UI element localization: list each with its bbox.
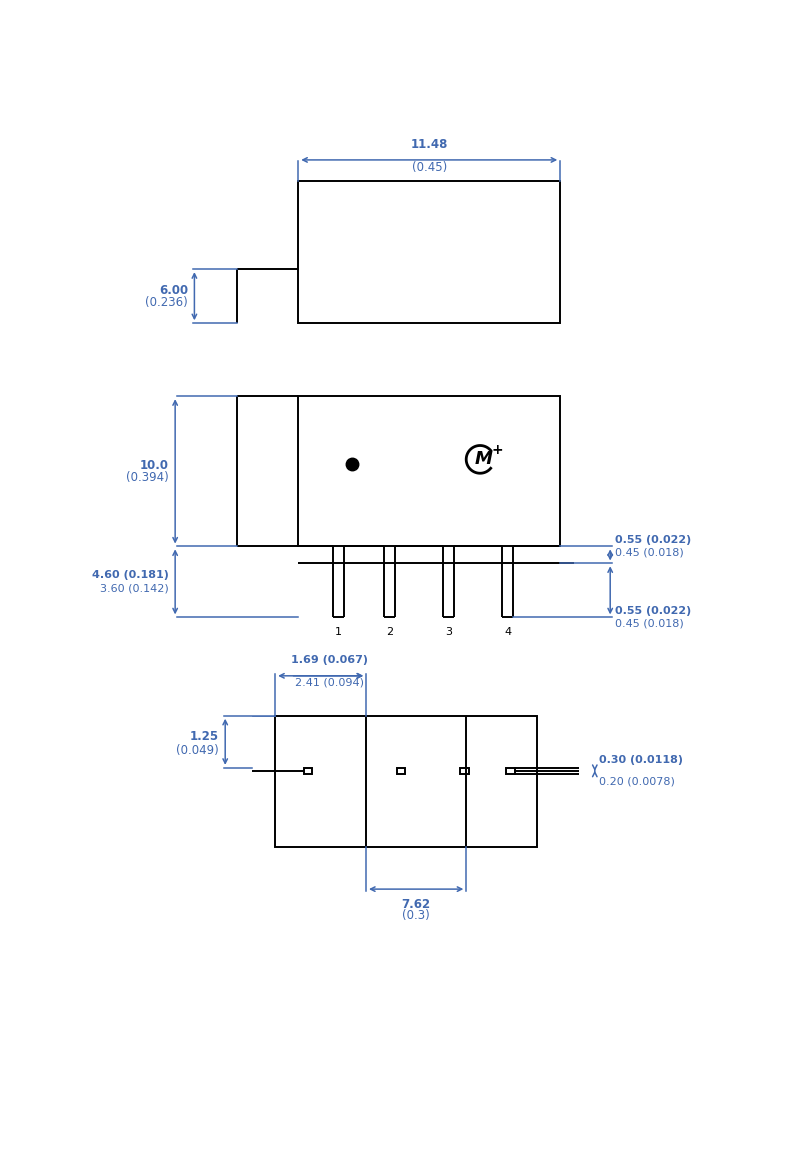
Text: +: + <box>491 443 503 457</box>
Text: 7.62: 7.62 <box>402 898 430 911</box>
Text: 0.55 (0.022): 0.55 (0.022) <box>615 606 691 616</box>
Text: M: M <box>474 451 492 468</box>
Bar <box>298 181 560 323</box>
Text: 4.60 (0.181): 4.60 (0.181) <box>92 570 169 580</box>
Text: 1: 1 <box>335 626 342 636</box>
Text: 1.69 (0.067): 1.69 (0.067) <box>291 655 369 665</box>
Bar <box>275 716 537 846</box>
Text: 11.48: 11.48 <box>410 137 448 151</box>
Text: 0.55 (0.022): 0.55 (0.022) <box>615 535 691 545</box>
Bar <box>298 397 560 547</box>
Text: 10.0: 10.0 <box>140 459 169 472</box>
Bar <box>304 768 312 774</box>
Text: 4: 4 <box>504 626 511 636</box>
Text: 0.30 (0.0118): 0.30 (0.0118) <box>599 755 683 766</box>
Text: 2.41 (0.094): 2.41 (0.094) <box>295 677 365 687</box>
Text: (0.394): (0.394) <box>126 472 169 484</box>
Text: (0.3): (0.3) <box>402 909 430 922</box>
Text: 1.25: 1.25 <box>190 730 219 743</box>
Bar <box>397 768 406 774</box>
Bar <box>506 768 514 774</box>
Text: 2: 2 <box>386 626 393 636</box>
Text: 0.45 (0.018): 0.45 (0.018) <box>615 618 683 628</box>
Text: 3.60 (0.142): 3.60 (0.142) <box>100 583 169 594</box>
Text: 0.20 (0.0078): 0.20 (0.0078) <box>599 776 675 786</box>
Text: 6.00: 6.00 <box>159 284 188 296</box>
Bar <box>460 768 469 774</box>
Text: 0.45 (0.018): 0.45 (0.018) <box>615 548 683 558</box>
Text: (0.45): (0.45) <box>412 160 447 174</box>
Text: (0.236): (0.236) <box>146 296 188 309</box>
Text: (0.049): (0.049) <box>176 744 219 756</box>
Text: 3: 3 <box>445 626 452 636</box>
